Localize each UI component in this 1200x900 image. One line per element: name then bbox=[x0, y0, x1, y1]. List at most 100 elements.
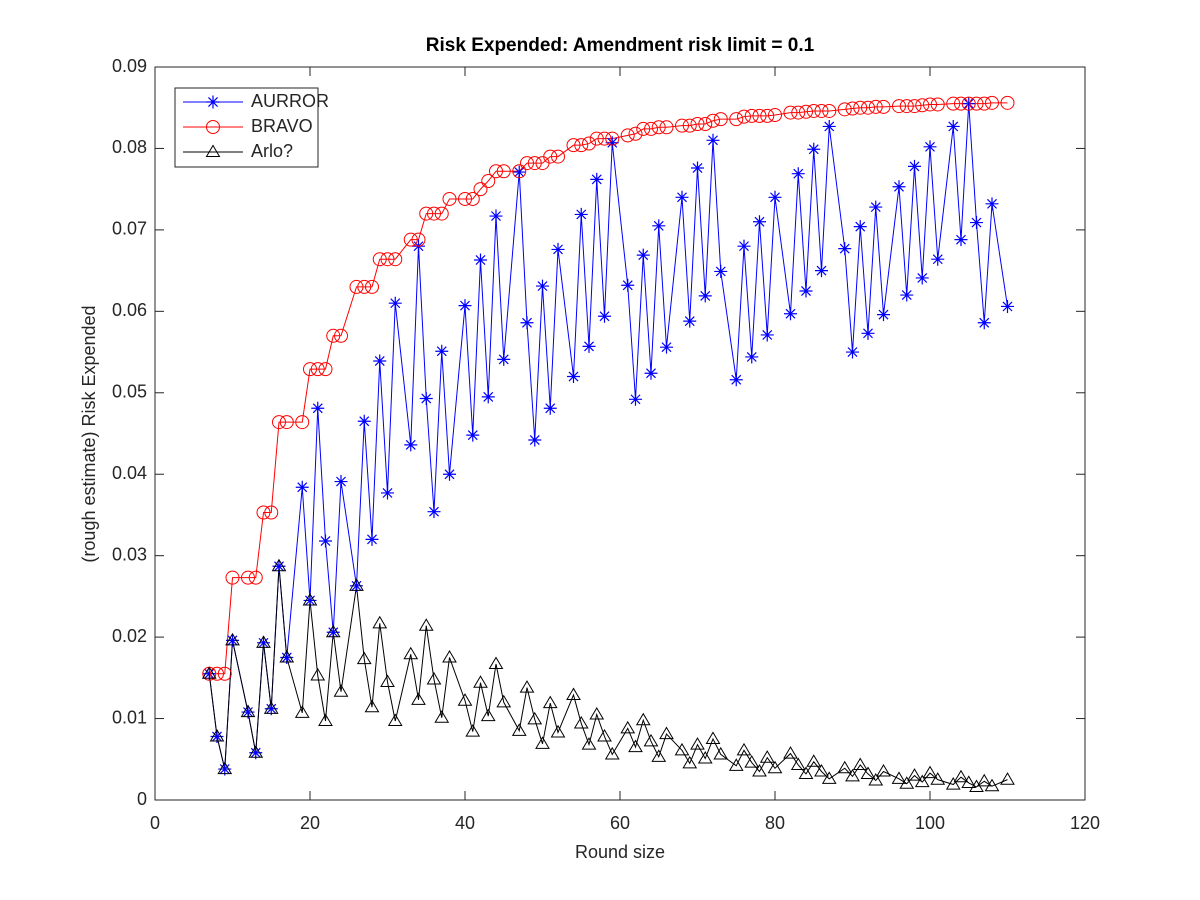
y-tick-label: 0.07 bbox=[112, 219, 147, 239]
marker bbox=[861, 326, 875, 340]
marker bbox=[209, 728, 225, 742]
marker bbox=[457, 693, 473, 706]
marker bbox=[427, 206, 441, 221]
marker bbox=[542, 695, 558, 709]
x-tick-label: 100 bbox=[915, 813, 945, 833]
marker bbox=[620, 128, 635, 143]
marker bbox=[373, 354, 387, 368]
marker bbox=[388, 296, 402, 310]
marker bbox=[698, 117, 713, 132]
marker bbox=[837, 102, 852, 117]
marker bbox=[799, 284, 813, 298]
marker bbox=[248, 570, 263, 585]
marker bbox=[728, 758, 744, 771]
marker bbox=[899, 99, 914, 114]
marker bbox=[892, 99, 906, 114]
marker bbox=[551, 149, 565, 164]
marker bbox=[311, 401, 325, 415]
marker bbox=[907, 768, 922, 781]
marker bbox=[760, 108, 775, 123]
marker bbox=[815, 264, 828, 278]
marker bbox=[706, 113, 720, 128]
marker bbox=[760, 328, 774, 342]
marker bbox=[759, 750, 775, 763]
marker bbox=[380, 252, 395, 267]
marker bbox=[644, 366, 658, 380]
marker bbox=[466, 428, 480, 442]
marker bbox=[737, 109, 751, 124]
marker bbox=[442, 649, 457, 663]
marker bbox=[985, 197, 999, 211]
marker bbox=[365, 532, 379, 546]
marker bbox=[481, 174, 496, 189]
marker bbox=[690, 117, 705, 132]
marker bbox=[698, 289, 712, 303]
marker bbox=[930, 772, 946, 785]
marker bbox=[877, 308, 890, 322]
marker bbox=[798, 766, 814, 779]
marker bbox=[628, 126, 643, 141]
marker bbox=[791, 167, 805, 181]
marker bbox=[496, 164, 511, 179]
marker bbox=[473, 675, 488, 688]
marker bbox=[326, 328, 341, 343]
marker bbox=[210, 729, 224, 743]
marker bbox=[984, 778, 1000, 792]
marker bbox=[891, 771, 907, 784]
marker bbox=[946, 96, 961, 111]
y-axis-label: (rough estimate) Risk Expended bbox=[79, 305, 99, 562]
marker bbox=[310, 362, 325, 377]
marker bbox=[248, 745, 264, 758]
marker bbox=[729, 112, 744, 127]
marker bbox=[387, 713, 403, 727]
marker bbox=[480, 708, 496, 722]
axes-box bbox=[154, 66, 1086, 801]
marker bbox=[264, 505, 279, 520]
marker bbox=[520, 156, 534, 171]
marker bbox=[264, 702, 278, 716]
marker bbox=[489, 209, 503, 223]
marker bbox=[403, 646, 419, 660]
marker bbox=[434, 206, 449, 221]
marker bbox=[550, 724, 566, 738]
marker bbox=[566, 687, 581, 700]
marker bbox=[621, 278, 635, 292]
marker bbox=[714, 264, 728, 278]
marker bbox=[512, 164, 527, 179]
x-tick-label: 40 bbox=[455, 813, 475, 833]
marker bbox=[489, 164, 503, 179]
marker bbox=[458, 299, 472, 313]
marker bbox=[900, 288, 914, 302]
marker bbox=[799, 104, 813, 119]
marker bbox=[403, 232, 418, 247]
marker bbox=[582, 339, 596, 353]
marker bbox=[263, 701, 279, 714]
marker bbox=[256, 635, 271, 648]
marker bbox=[364, 699, 380, 713]
marker bbox=[962, 97, 976, 111]
marker bbox=[768, 108, 782, 123]
marker bbox=[907, 99, 922, 114]
marker bbox=[853, 100, 868, 115]
marker bbox=[745, 350, 759, 364]
legend-label: Arlo? bbox=[251, 141, 293, 161]
marker bbox=[581, 737, 597, 750]
marker bbox=[302, 592, 318, 606]
y-tick-label: 0.04 bbox=[112, 463, 147, 483]
marker bbox=[744, 755, 760, 768]
marker bbox=[783, 746, 798, 759]
marker bbox=[930, 97, 945, 112]
legend: AURROR BRAVO Arlo? bbox=[174, 87, 329, 168]
marker bbox=[218, 762, 232, 776]
marker bbox=[598, 309, 611, 323]
marker bbox=[295, 480, 309, 494]
marker bbox=[791, 105, 806, 120]
marker bbox=[605, 131, 620, 146]
marker bbox=[551, 242, 565, 256]
marker bbox=[443, 467, 456, 481]
marker bbox=[691, 161, 704, 175]
marker bbox=[784, 307, 797, 321]
marker bbox=[350, 579, 363, 593]
marker bbox=[977, 96, 992, 111]
marker bbox=[334, 328, 348, 343]
